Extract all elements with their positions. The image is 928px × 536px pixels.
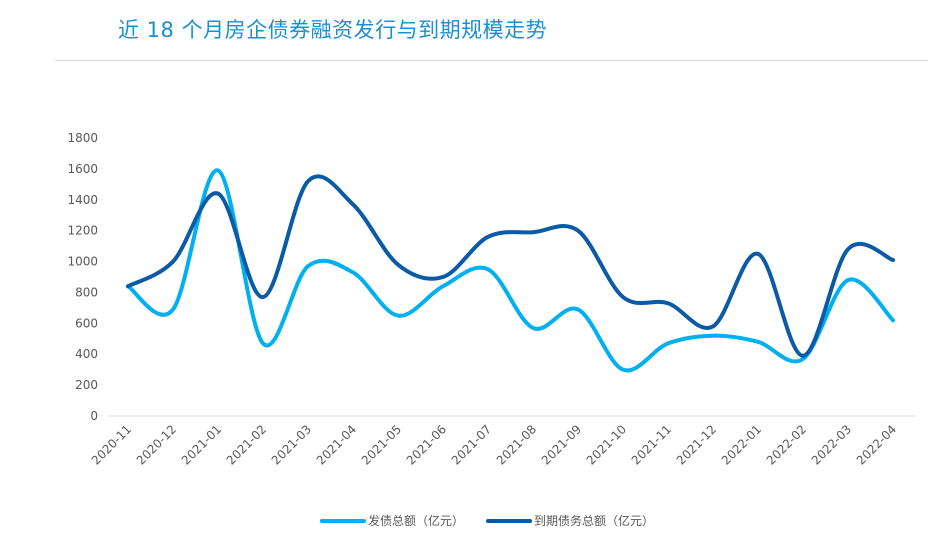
x-tick-label: 2021-09 [539,422,584,467]
x-tick-label: 2022-01 [719,422,764,467]
series-line-1 [126,168,895,373]
series-line-2 [126,174,895,358]
legend-label: 到期债务总额（亿元） [534,513,654,528]
x-tick-label: 2020-12 [134,422,179,467]
y-tick-label: 0 [90,409,98,423]
x-tick-label: 2021-02 [224,422,269,467]
title-divider [55,60,928,61]
y-tick-label: 1600 [67,162,98,176]
x-tick-label: 2020-11 [89,422,134,467]
x-tick-label: 2022-02 [764,422,809,467]
chart-title: 近 18 个月房企债券融资发行与到期规模走势 [118,18,548,42]
x-tick-label: 2021-10 [584,422,629,467]
y-tick-label: 200 [75,378,98,392]
x-tick-label: 2022-03 [809,422,854,467]
y-tick-label: 400 [75,347,98,361]
x-tick-label: 2021-05 [359,422,404,467]
x-tick-label: 2021-04 [314,422,359,467]
x-tick-label: 2021-11 [629,422,674,467]
y-tick-label: 1400 [67,193,98,207]
x-tick-label: 2021-06 [404,422,449,467]
x-tick-label: 2021-08 [494,422,539,467]
legend-label: 发债总额（亿元） [368,513,464,528]
x-tick-label: 2021-03 [269,422,314,467]
y-tick-label: 1200 [67,224,98,238]
y-tick-label: 1800 [67,131,98,145]
x-tick-label: 2021-01 [179,422,224,467]
x-tick-label: 2021-12 [674,422,719,467]
y-tick-label: 600 [75,316,98,330]
y-tick-label: 800 [75,285,98,299]
y-tick-label: 1000 [67,255,98,269]
x-tick-label: 2022-04 [854,422,899,467]
x-tick-label: 2021-07 [449,422,494,467]
